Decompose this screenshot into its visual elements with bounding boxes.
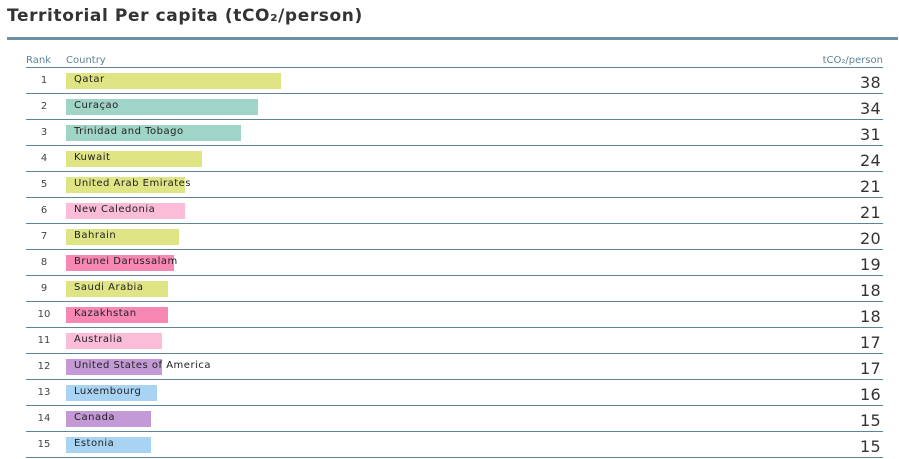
table-row: 15 Estonia 15 [26, 431, 883, 457]
table-row: 8 Brunei Darussalam 19 [26, 249, 883, 275]
value-label: 34 [860, 99, 881, 118]
country-label: Luxembourg [74, 386, 142, 397]
value-label: 21 [860, 203, 881, 222]
table-row: 4 Kuwait 24 [26, 145, 883, 171]
rank-cell: 8 [40, 257, 48, 268]
table-header: Rank Country tCO₂/person [26, 54, 883, 67]
table-row: 14 Canada 15 [26, 405, 883, 431]
country-label: Saudi Arabia [74, 282, 144, 293]
value-bar [66, 229, 179, 245]
page-title: Territorial Per capita (tCO₂/person) [7, 6, 363, 26]
value-bar [66, 385, 157, 401]
rank-cell: 1 [40, 75, 48, 86]
table-body: 1 Qatar 38 2 Curaçao 34 3 Trinidad and Tobago 31… [26, 67, 883, 457]
rank-cell: 13 [37, 387, 51, 398]
value-label: 18 [860, 307, 881, 326]
table-row: 9 Saudi Arabia 18 [26, 275, 883, 301]
table-row: 11 Australia 17 [26, 327, 883, 353]
country-label: Estonia [74, 438, 115, 449]
value-bar [66, 177, 185, 193]
country-label: Canada [74, 412, 116, 423]
table-row: 13 Luxembourg 16 [26, 379, 883, 405]
value-bar [66, 151, 202, 167]
rank-cell: 15 [37, 439, 51, 450]
table-row: 10 Kazakhstan 18 [26, 301, 883, 327]
value-label: 38 [860, 73, 881, 92]
country-label: Qatar [74, 74, 105, 85]
table-row: 7 Bahrain 20 [26, 223, 883, 249]
rank-cell: 3 [40, 127, 48, 138]
table-row: 5 United Arab Emirates 21 [26, 171, 883, 197]
value-bar [66, 73, 281, 89]
title-divider [7, 37, 898, 40]
value-label: 20 [860, 229, 881, 248]
value-label: 17 [860, 359, 881, 378]
rank-cell: 6 [40, 205, 48, 216]
rank-cell: 7 [40, 231, 48, 242]
rank-cell: 2 [40, 101, 48, 112]
value-bar [66, 281, 168, 297]
table-row: 1 Qatar 38 [26, 67, 883, 93]
rank-cell: 14 [37, 413, 51, 424]
value-label: 18 [860, 281, 881, 300]
value-label: 15 [860, 411, 881, 430]
value-bar [66, 437, 151, 453]
rank-cell: 9 [40, 283, 48, 294]
value-label: 31 [860, 125, 881, 144]
country-label: Trinidad and Tobago [74, 126, 184, 137]
table-bottom-rule [26, 457, 883, 458]
value-bar [66, 203, 185, 219]
table-row: 3 Trinidad and Tobago 31 [26, 119, 883, 145]
value-bar [66, 99, 258, 115]
value-bar [66, 411, 151, 427]
value-bar [66, 125, 241, 141]
value-bar [66, 333, 162, 349]
ranking-table: Rank Country tCO₂/person 1 Qatar 38 2 Curaça… [26, 54, 883, 458]
rank-cell: 12 [37, 361, 51, 372]
country-label: Kazakhstan [74, 308, 137, 319]
value-bar [66, 255, 174, 271]
country-label: Bahrain [74, 230, 117, 241]
rank-cell: 11 [37, 335, 51, 346]
rank-cell: 10 [37, 309, 51, 320]
country-label: United States of America [74, 360, 211, 371]
value-label: 21 [860, 177, 881, 196]
country-label: New Caledonia [74, 204, 156, 215]
table-row: 12 United States of America 17 [26, 353, 883, 379]
country-label: Australia [74, 334, 123, 345]
value-label: 24 [860, 151, 881, 170]
table-row: 2 Curaçao 34 [26, 93, 883, 119]
country-header: Country [66, 55, 106, 66]
value-bar [66, 359, 162, 375]
country-label: Curaçao [74, 100, 119, 111]
table-row: 6 New Caledonia 21 [26, 197, 883, 223]
value-label: 15 [860, 437, 881, 456]
value-label: 16 [860, 385, 881, 404]
value-label: 17 [860, 333, 881, 352]
rank-cell: 5 [40, 179, 48, 190]
rank-cell: 4 [40, 153, 48, 164]
country-label: United Arab Emirates [74, 178, 192, 189]
country-label: Brunei Darussalam [74, 256, 178, 267]
rank-header: Rank [26, 55, 51, 66]
country-label: Kuwait [74, 152, 111, 163]
value-label: 19 [860, 255, 881, 274]
unit-header: tCO₂/person [822, 55, 883, 66]
value-bar [66, 307, 168, 323]
